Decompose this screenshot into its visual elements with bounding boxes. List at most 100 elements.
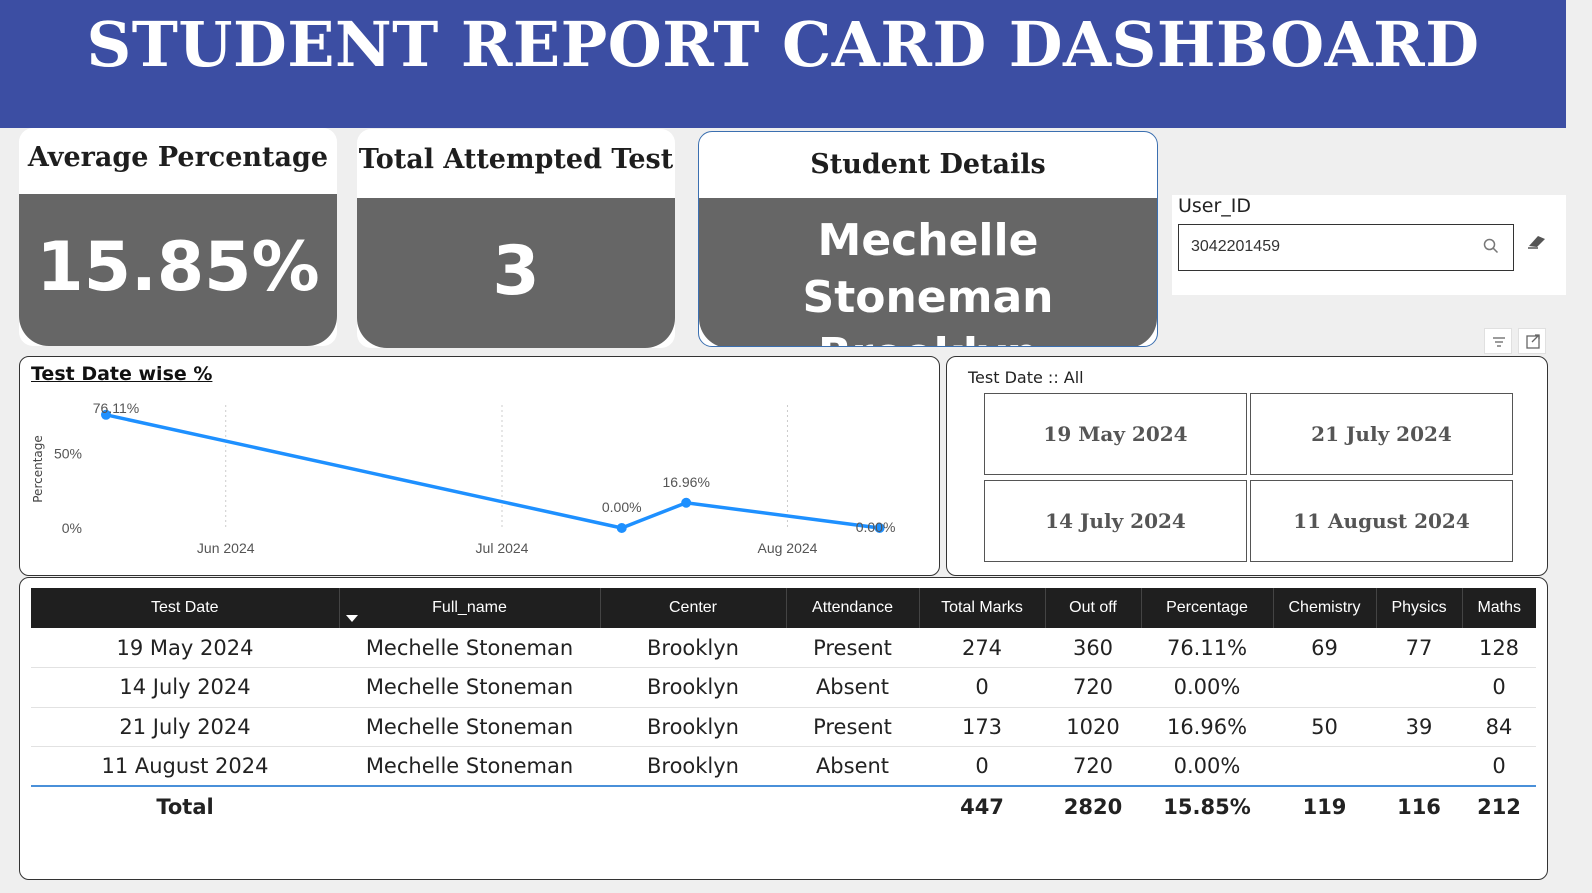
col-header-full-name[interactable]: Full_name: [339, 588, 601, 628]
user-id-search-box[interactable]: 3042201459: [1178, 224, 1514, 271]
col-header-total-marks[interactable]: Total Marks: [919, 588, 1046, 628]
y-axis-title: Percentage: [31, 435, 45, 503]
col-header-attendance[interactable]: Attendance: [786, 588, 920, 628]
cell-test-date: 21 July 2024: [31, 707, 339, 747]
attempted-test-value-box: 3: [357, 198, 675, 348]
student-center: Brooklyn: [699, 326, 1157, 346]
data-point: [101, 409, 111, 420]
eraser-icon[interactable]: [1526, 233, 1548, 253]
sort-descending-icon[interactable]: [345, 615, 358, 622]
total-test-date: Total: [31, 785, 339, 826]
total-center: [600, 785, 786, 826]
cell-physics: [1376, 667, 1462, 708]
filter-icon[interactable]: [1484, 328, 1512, 354]
cell-physics: [1376, 746, 1462, 787]
total-attendance: [786, 785, 919, 826]
date-tile-21-july[interactable]: 21 July 2024: [1250, 393, 1513, 475]
col-header-percentage[interactable]: Percentage: [1141, 588, 1274, 628]
report-table: Test Date Full_name Center Attendance To…: [31, 588, 1536, 826]
cell-chemistry: 50: [1273, 707, 1376, 747]
total-full-name: [339, 785, 600, 826]
report-table-panel: Test Date Full_name Center Attendance To…: [19, 577, 1548, 880]
user-id-slicer: User_ID 3042201459: [1172, 195, 1566, 295]
cell-out-off: 360: [1045, 628, 1141, 668]
line-chart: Jun 2024 Jul 2024 Aug 2024 0% 50% Percentage 7…: [31, 400, 896, 556]
col-header-maths[interactable]: Maths: [1462, 588, 1536, 628]
attempted-test-label: Total Attempted Test: [358, 144, 674, 175]
attempted-test-card: Total Attempted Test 3: [357, 129, 675, 348]
date-tile-19-may[interactable]: 19 May 2024: [984, 393, 1247, 475]
data-point: [874, 523, 885, 533]
total-maths: 212: [1462, 785, 1536, 826]
cell-attendance: Present: [786, 707, 919, 747]
cell-out-off: 1020: [1045, 707, 1141, 747]
cell-test-date: 19 May 2024: [31, 628, 339, 668]
user-id-label: User_ID: [1178, 195, 1252, 217]
cell-test-date: 14 July 2024: [31, 667, 339, 708]
col-header-test-date[interactable]: Test Date: [31, 588, 340, 628]
student-details-card: Student Details Mechelle Stoneman Brookl…: [698, 131, 1158, 347]
table-total-row: Total 447 2820 15.85% 119 116 212: [31, 785, 1536, 826]
avg-percentage-label: Average Percentage: [27, 142, 329, 173]
cell-out-off: 720: [1045, 667, 1141, 708]
cell-attendance: Present: [786, 628, 919, 668]
search-icon[interactable]: [1483, 238, 1499, 258]
test-date-slicer-label: Test Date :: All: [968, 368, 1084, 387]
cell-total-marks: 0: [919, 746, 1045, 787]
student-details-label: Student Details: [810, 149, 1046, 180]
cell-full-name: Mechelle Stoneman: [339, 746, 600, 787]
cell-percentage: 0.00%: [1141, 746, 1273, 787]
data-label: 0.00%: [856, 519, 896, 535]
test-date-slicer-panel: Test Date :: All 19 May 2024 21 July 202…: [946, 356, 1548, 576]
col-header-out-off[interactable]: Out off: [1045, 588, 1142, 628]
total-out-off: 2820: [1045, 785, 1141, 826]
date-tile-14-july[interactable]: 14 July 2024: [984, 480, 1247, 562]
data-point: [616, 523, 627, 533]
cell-full-name: Mechelle Stoneman: [339, 667, 600, 708]
cell-total-marks: 0: [919, 667, 1045, 708]
cell-total-marks: 173: [919, 707, 1045, 747]
table-row[interactable]: 14 July 2024 Mechelle Stoneman Brooklyn Abs…: [31, 667, 1536, 708]
cell-full-name: Mechelle Stoneman: [339, 707, 600, 747]
student-details-box: Mechelle Stoneman Brooklyn: [699, 198, 1157, 346]
test-date-chart-panel: Test Date wise % Jun 2024 Jul 2024 Aug 202…: [19, 356, 940, 576]
cell-percentage: 0.00%: [1141, 667, 1273, 708]
x-tick-label: Jul 2024: [476, 540, 529, 556]
attempted-test-value: 3: [492, 232, 540, 311]
cell-percentage: 16.96%: [1141, 707, 1273, 747]
avg-percentage-value-box: 15.85%: [19, 194, 337, 346]
table-row[interactable]: 21 July 2024 Mechelle Stoneman Brooklyn Pre…: [31, 707, 1536, 747]
total-chemistry: 119: [1273, 785, 1376, 826]
date-tile-11-august[interactable]: 11 August 2024: [1250, 480, 1513, 562]
data-label: 16.96%: [662, 474, 709, 490]
avg-percentage-card: Average Percentage 15.85%: [19, 128, 337, 346]
cell-center: Brooklyn: [600, 667, 786, 708]
cell-out-off: 720: [1045, 746, 1141, 787]
cell-physics: 39: [1376, 707, 1462, 747]
student-name: Mechelle Stoneman: [802, 215, 1054, 324]
cell-center: Brooklyn: [600, 628, 786, 668]
total-total-marks: 447: [919, 785, 1045, 826]
col-header-full-name-label: Full_name: [432, 599, 507, 616]
avg-percentage-value: 15.85%: [36, 228, 320, 307]
table-row[interactable]: 19 May 2024 Mechelle Stoneman Brooklyn Pres…: [31, 628, 1536, 668]
col-header-physics[interactable]: Physics: [1376, 588, 1463, 628]
data-label: 76.11%: [93, 400, 139, 416]
y-tick-label: 0%: [62, 520, 82, 536]
cell-physics: 77: [1376, 628, 1462, 668]
user-id-value: 3042201459: [1191, 238, 1280, 255]
cell-center: Brooklyn: [600, 746, 786, 787]
cell-maths: 0: [1462, 746, 1536, 787]
col-header-center[interactable]: Center: [600, 588, 787, 628]
col-header-chemistry[interactable]: Chemistry: [1273, 588, 1377, 628]
cell-center: Brooklyn: [600, 707, 786, 747]
y-tick-label: 50%: [54, 446, 82, 462]
cell-chemistry: 69: [1273, 628, 1376, 668]
cell-total-marks: 274: [919, 628, 1045, 668]
table-row[interactable]: 11 August 2024 Mechelle Stoneman Brooklyn A…: [31, 746, 1536, 787]
cell-test-date: 11 August 2024: [31, 746, 339, 787]
focus-mode-icon[interactable]: [1518, 328, 1546, 354]
cell-chemistry: [1273, 746, 1376, 787]
total-physics: 116: [1376, 785, 1462, 826]
cell-chemistry: [1273, 667, 1376, 708]
